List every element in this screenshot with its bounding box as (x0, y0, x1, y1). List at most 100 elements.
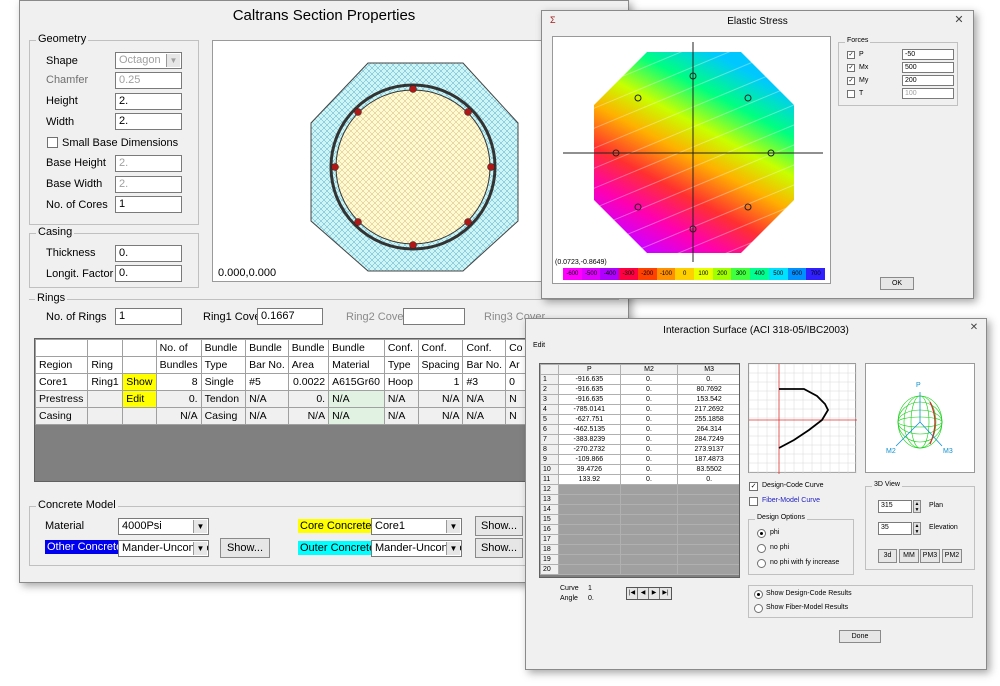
table-cell[interactable]: Single (200, 373, 247, 391)
table-cell[interactable] (677, 494, 739, 505)
small-base-checkbox[interactable] (47, 137, 58, 148)
table-cell[interactable]: #5 (245, 373, 289, 391)
table-row[interactable]: 4 -785.0141 0. 217.2692 (540, 404, 739, 415)
core-concrete-show-button[interactable]: Show... (475, 516, 523, 536)
ring2-cover-input[interactable] (403, 308, 465, 325)
table-cell[interactable]: Hoop (383, 373, 419, 391)
table-cell[interactable]: 187.4873 (677, 454, 739, 465)
table-cell[interactable]: 0 (505, 373, 527, 391)
table-cell[interactable]: -383.8239 (557, 434, 621, 445)
table-cell[interactable]: 0. (619, 384, 679, 395)
table-cell[interactable]: 0. (619, 374, 679, 385)
table-cell[interactable]: -916.635 (557, 374, 621, 385)
table-cell[interactable] (677, 564, 739, 575)
interaction-curve-plot[interactable] (748, 363, 857, 474)
chevron-down-icon[interactable]: ▼ (166, 54, 180, 67)
table-cell[interactable] (557, 534, 621, 545)
outer-concrete-select[interactable]: Mander-Unconfined ▼ (371, 540, 462, 557)
table-cell[interactable]: 0. (619, 444, 679, 455)
longit-input[interactable]: 0. (115, 265, 182, 282)
table-cell[interactable]: N/A (462, 407, 507, 425)
table-cell[interactable] (619, 564, 679, 575)
table-cell[interactable] (557, 544, 621, 555)
last-icon[interactable]: ▶| (660, 588, 671, 599)
other-concrete-select[interactable]: Mander-Unconfined ▼ (118, 540, 209, 557)
table-row[interactable]: 13 (540, 494, 739, 505)
ring1-cover-input[interactable]: 0.1667 (257, 308, 323, 325)
table-cell[interactable]: 153.542 (677, 394, 739, 405)
table-cell[interactable]: 1 (417, 373, 464, 391)
row-action-cell[interactable]: Edit (122, 390, 157, 408)
table-row[interactable]: 12 (540, 484, 739, 495)
table-cell[interactable]: N/A (245, 390, 289, 408)
base-width-input[interactable]: 2. (115, 176, 182, 193)
table-cell[interactable]: 284.7249 (677, 434, 739, 445)
table-cell[interactable]: N/A (328, 407, 385, 425)
table-cell[interactable] (619, 524, 679, 535)
table-cell[interactable]: 133.92 (557, 474, 621, 485)
table-cell[interactable] (619, 534, 679, 545)
force-checkbox-t[interactable] (847, 90, 855, 98)
table-cell[interactable]: 0. (619, 464, 679, 475)
table-cell[interactable]: 273.9137 (677, 444, 739, 455)
table-row[interactable]: 6 -462.5135 0. 264.314 (540, 424, 739, 435)
design-code-curve-checkbox[interactable]: ✓ (749, 482, 758, 491)
table-cell[interactable]: 8 (155, 373, 202, 391)
cores-input[interactable]: 1 (115, 196, 182, 213)
ok-button[interactable]: OK (880, 277, 914, 290)
stress-plot[interactable]: (0.0723,-0.8649) -600 -500 -400 -300 -200 -10… (552, 36, 831, 284)
table-cell[interactable]: 0. (619, 404, 679, 415)
force-checkbox-p[interactable]: ✓ (847, 51, 855, 59)
table-cell[interactable] (677, 514, 739, 525)
height-input[interactable]: 2. (115, 93, 182, 110)
table-cell[interactable]: 39.4726 (557, 464, 621, 475)
table-cell[interactable]: N/A (383, 407, 419, 425)
table-cell[interactable] (619, 504, 679, 515)
table-cell[interactable] (557, 504, 621, 515)
table-cell[interactable]: N (505, 390, 527, 408)
table-row[interactable]: 7 -383.8239 0. 284.7249 (540, 434, 739, 445)
table-cell[interactable]: -462.5135 (557, 424, 621, 435)
table-cell[interactable]: N/A (383, 390, 419, 408)
table-cell[interactable]: A615Gr60 (328, 373, 385, 391)
material-select[interactable]: 4000Psi ▼ (118, 518, 209, 535)
table-row[interactable]: 3 -916.635 0. 153.542 (540, 394, 739, 405)
shape-select[interactable]: Octagon ▼ (115, 52, 182, 69)
table-cell[interactable] (677, 544, 739, 555)
no-phi-fy-radio[interactable] (757, 559, 766, 568)
table-cell[interactable]: 0. (155, 390, 202, 408)
first-icon[interactable]: |◀ (627, 588, 638, 599)
close-icon[interactable]: ✕ (954, 14, 964, 26)
table-row[interactable]: 16 (540, 524, 739, 535)
close-icon[interactable]: ✕ (969, 322, 979, 333)
show-fiber-results-radio[interactable] (754, 604, 763, 613)
table-cell[interactable]: 0. (619, 454, 679, 465)
table-row[interactable]: 19 (540, 554, 739, 565)
table-row[interactable]: 8 -270.2732 0. 273.9137 (540, 444, 739, 455)
next-icon[interactable]: ▶ (649, 588, 660, 599)
prev-icon[interactable]: ◀ (638, 588, 649, 599)
chevron-down-icon[interactable]: ▼ (446, 542, 460, 555)
chamfer-input[interactable]: 0.25 (115, 72, 182, 89)
table-cell[interactable]: -270.2732 (557, 444, 621, 455)
table-cell[interactable] (677, 524, 739, 535)
rings-count-input[interactable]: 1 (115, 308, 182, 325)
table-cell[interactable]: Casing (200, 407, 247, 425)
table-cell[interactable]: 255.1858 (677, 414, 739, 425)
force-checkbox-mx[interactable]: ✓ (847, 64, 855, 72)
chevron-down-icon[interactable]: ▼ (446, 520, 460, 533)
other-concrete-show-button[interactable]: Show... (220, 538, 270, 558)
table-cell[interactable]: 83.5502 (677, 464, 739, 475)
phi-radio[interactable] (757, 529, 766, 538)
table-cell[interactable]: 0. (677, 474, 739, 485)
table-cell[interactable]: N/A (417, 407, 464, 425)
table-cell[interactable] (557, 564, 621, 575)
elevation-spinner[interactable]: ▲ ▼ (913, 522, 921, 535)
no-phi-radio[interactable] (757, 544, 766, 553)
table-cell[interactable]: #3 (462, 373, 507, 391)
interaction-3d-plot[interactable]: P M2 M3 (865, 363, 975, 473)
table-cell[interactable] (557, 514, 621, 525)
table-cell[interactable]: 80.7692 (677, 384, 739, 395)
elevation-angle-input[interactable]: 35 (878, 522, 912, 535)
force-value-input[interactable]: -50 (902, 49, 954, 60)
